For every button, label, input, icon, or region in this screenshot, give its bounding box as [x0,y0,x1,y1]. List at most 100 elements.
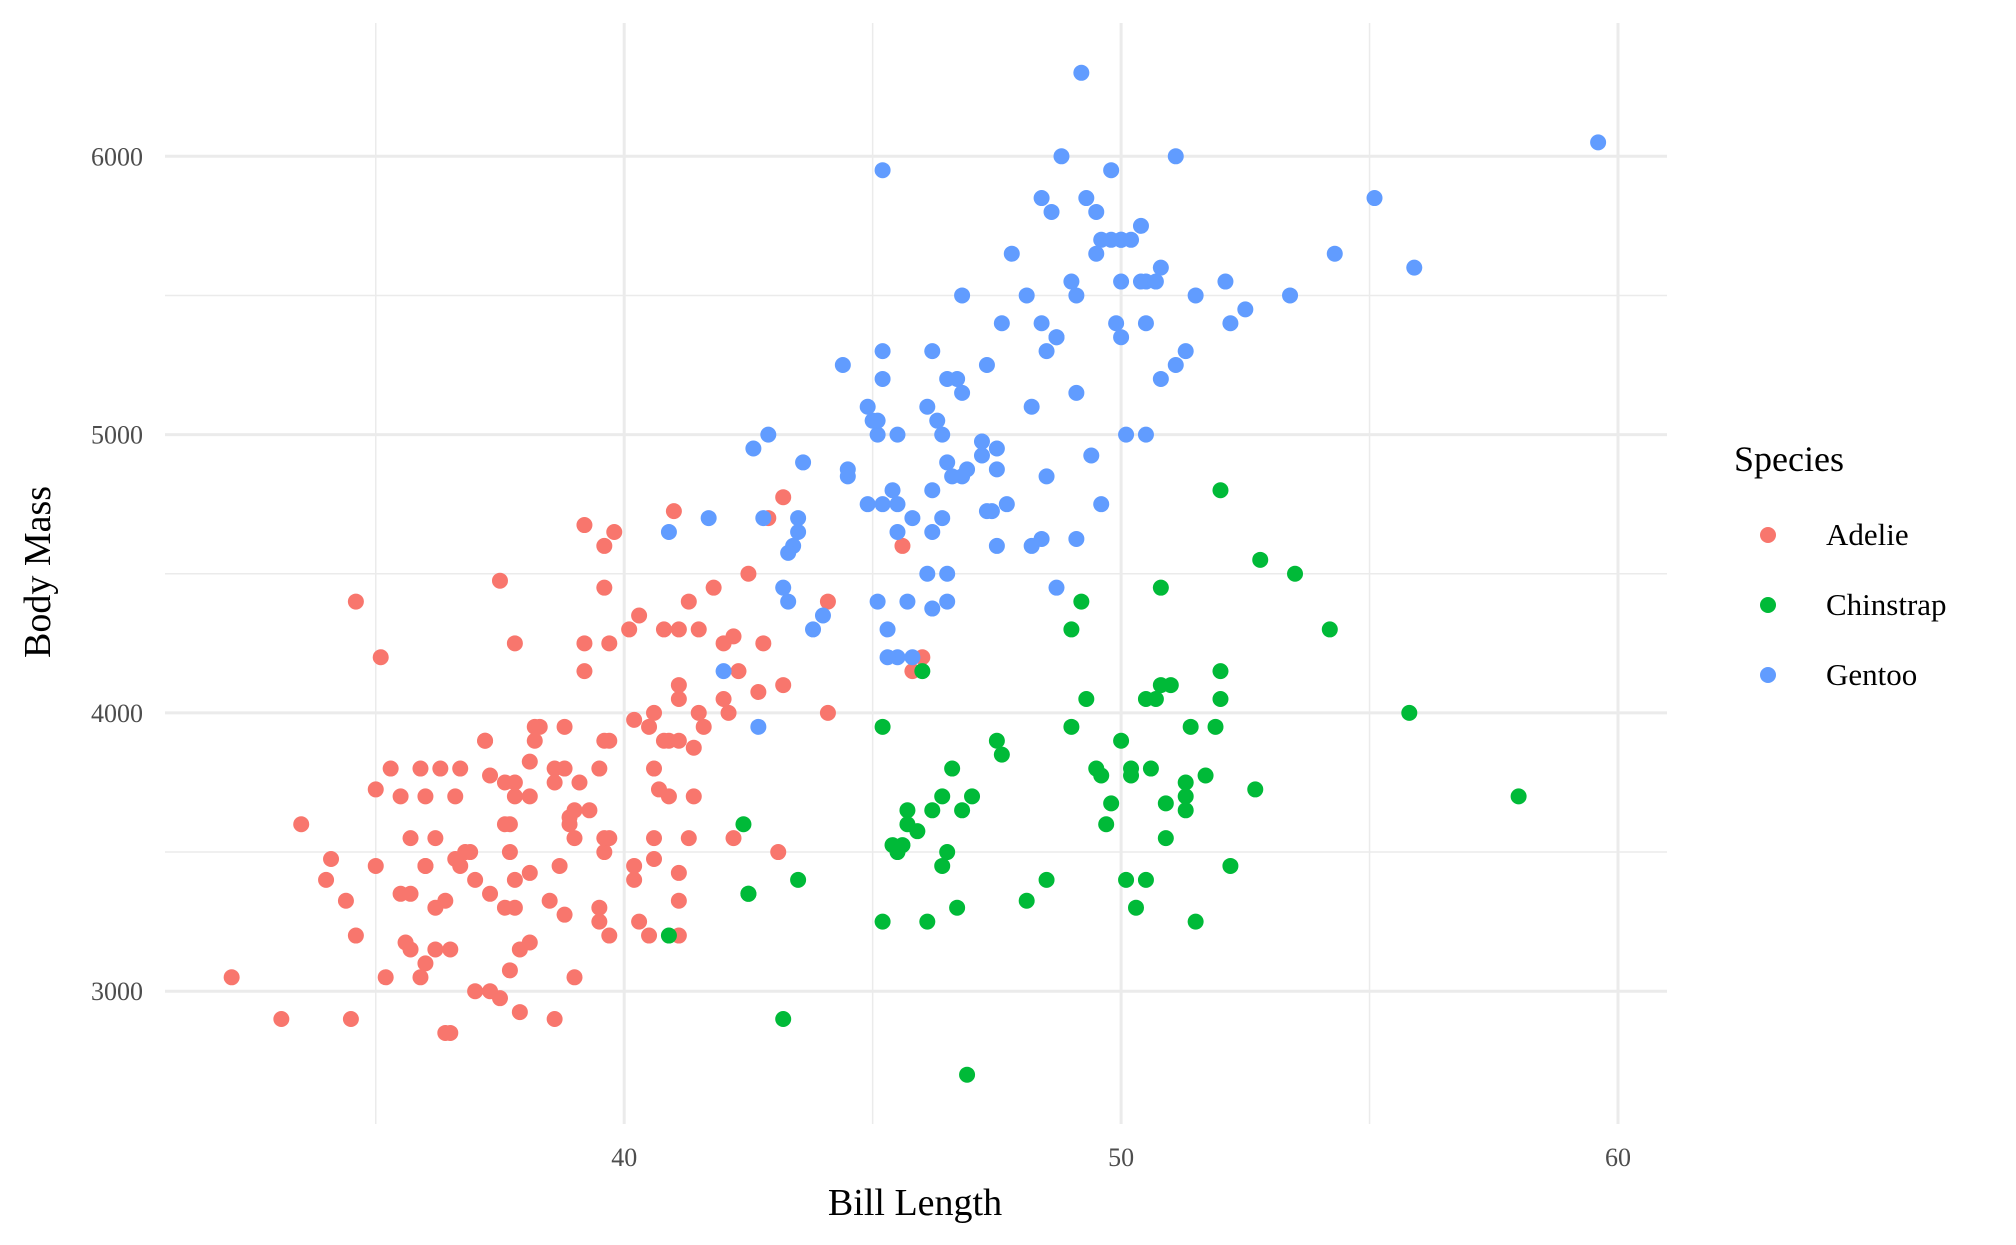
point-adelie [427,941,444,958]
point-adelie [680,830,697,847]
point-chinstrap [790,871,807,888]
point-adelie [670,892,687,909]
point-gentoo [919,398,936,415]
point-adelie [496,899,513,916]
y-tick-label: 4000 [91,699,143,728]
point-gentoo [939,370,956,387]
point-chinstrap [1152,579,1169,596]
point-gentoo [1053,148,1070,165]
point-adelie [556,760,573,777]
point-gentoo [1088,245,1105,262]
point-adelie [491,572,508,589]
x-tick-label: 40 [611,1143,637,1172]
point-gentoo [874,370,891,387]
point-adelie [720,704,737,721]
point-gentoo [790,510,807,527]
point-chinstrap [1287,565,1304,582]
point-gentoo [1217,273,1234,290]
point-gentoo [1023,398,1040,415]
point-chinstrap [944,760,961,777]
point-adelie [412,969,429,986]
legend-label-chinstrap: Chinstrap [1826,587,1947,622]
point-adelie [665,503,682,520]
point-chinstrap [914,663,931,680]
point-adelie [670,690,687,707]
point-adelie [452,760,469,777]
point-chinstrap [1128,899,1145,916]
point-adelie [501,962,518,979]
point-adelie [596,579,613,596]
point-gentoo [1043,203,1060,220]
point-adelie [417,857,434,874]
point-gentoo [874,343,891,360]
point-adelie [655,621,672,638]
point-gentoo [1282,287,1299,304]
point-gentoo [1003,245,1020,262]
point-adelie [670,864,687,881]
point-gentoo [1038,468,1055,485]
point-gentoo [993,315,1010,332]
point-adelie [323,851,340,868]
point-chinstrap [1078,690,1095,707]
point-chinstrap [1177,788,1194,805]
point-chinstrap [1063,718,1080,735]
point-chinstrap [1222,857,1239,874]
point-adelie [521,864,538,881]
point-gentoo [1237,301,1254,318]
point-gentoo [973,447,990,464]
point-chinstrap [1063,621,1080,638]
point-gentoo [954,468,971,485]
point-gentoo [998,496,1015,513]
point-adelie [293,816,310,833]
point-chinstrap [993,746,1010,763]
point-adelie [576,635,593,652]
point-chinstrap [959,1066,976,1083]
legend-label-adelie: Adelie [1826,517,1909,552]
point-gentoo [924,343,941,360]
point-gentoo [1406,259,1423,276]
point-chinstrap [1252,551,1269,568]
point-chinstrap [1401,704,1418,721]
point-adelie [447,788,464,805]
point-adelie [367,857,384,874]
point-gentoo [929,412,946,429]
point-chinstrap [1113,732,1130,749]
point-adelie [626,871,643,888]
point-adelie [650,781,667,798]
point-gentoo [745,440,762,457]
point-gentoo [859,496,876,513]
point-gentoo [1033,315,1050,332]
point-gentoo [1147,273,1164,290]
point-gentoo [874,162,891,179]
point-adelie [556,718,573,735]
point-chinstrap [1018,892,1035,909]
y-tick-label: 3000 [91,977,143,1006]
point-chinstrap [1103,795,1120,812]
point-gentoo [1152,370,1169,387]
point-adelie [631,607,648,624]
point-gentoo [1103,162,1120,179]
point-gentoo [1068,287,1085,304]
point-gentoo [954,384,971,401]
point-chinstrap [1147,690,1164,707]
point-adelie [223,969,240,986]
point-gentoo [1033,190,1050,207]
point-gentoo [1177,343,1194,360]
point-adelie [561,816,578,833]
x-axis-title: Bill Length [828,1182,1002,1224]
point-gentoo [1048,579,1065,596]
point-chinstrap [1212,663,1229,680]
legend-label-gentoo: Gentoo [1826,657,1917,692]
point-adelie [521,788,538,805]
point-adelie [412,760,429,777]
point-gentoo [889,426,906,443]
point-gentoo [1083,447,1100,464]
point-adelie [427,830,444,847]
point-adelie [397,934,414,951]
point-gentoo [1118,426,1135,443]
point-chinstrap [899,816,916,833]
point-adelie [318,871,335,888]
point-chinstrap [899,802,916,819]
point-gentoo [775,579,792,596]
point-adelie [775,489,792,506]
